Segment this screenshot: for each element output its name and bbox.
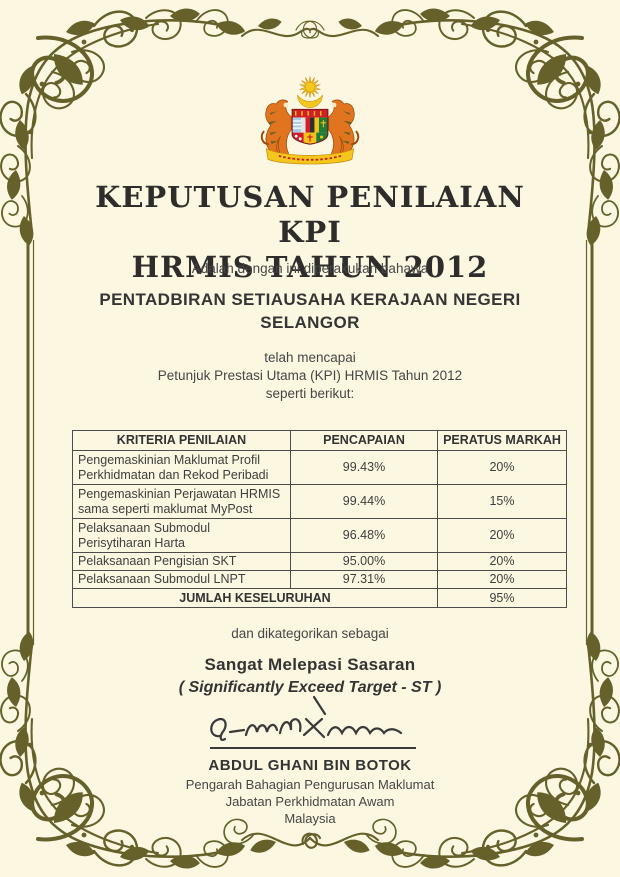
recipient-line-1: PENTADBIRAN SETIAUSAHA KERAJAAN NEGERI bbox=[99, 290, 521, 309]
weight-cell: 15% bbox=[437, 484, 567, 519]
category-name: Sangat Melepasi Sasaran bbox=[204, 655, 416, 674]
table-row: Pelaksanaan Submodul LNPT 97.31% 20% bbox=[72, 570, 567, 589]
certificate-title: KEPUTUSAN PENILAIAN KPI HRMIS TAHUN 2012 bbox=[62, 180, 558, 285]
title-line-2: HRMIS TAHUN 2012 bbox=[131, 250, 489, 284]
signature-line bbox=[210, 747, 416, 749]
as-follows-text: seperti berikut: bbox=[265, 386, 355, 401]
recipient-name: PENTADBIRAN SETIAUSAHA KERAJAAN NEGERI S… bbox=[62, 288, 558, 334]
table-header-row: KRITERIA PENILAIAN PENCAPAIAN PERATUS MA… bbox=[72, 430, 567, 451]
malaysia-coat-of-arms-icon bbox=[260, 76, 360, 165]
category-name-english: ( Significantly Exceed Target - ST ) bbox=[178, 679, 442, 696]
weight-cell: 20% bbox=[437, 518, 567, 553]
criteria-cell: Pelaksanaan Pengisian SKT bbox=[72, 552, 291, 571]
signatory-name: ABDUL GHANI BIN BOTOK bbox=[208, 757, 412, 774]
achievement-cell: 95.00% bbox=[290, 552, 438, 571]
weight-cell: 20% bbox=[437, 450, 567, 485]
categorized-as-text: dan dikategorikan sebagai bbox=[231, 626, 389, 641]
criteria-cell: Pengemaskinian Maklumat Profil Perkhidma… bbox=[72, 450, 291, 485]
achieved-text: telah mencapai bbox=[264, 350, 356, 365]
header-pencapaian: PENCAPAIAN bbox=[290, 430, 438, 451]
table-row: Pengemaskinian Perjawatan HRMIS sama sep… bbox=[72, 484, 567, 519]
achievement-cell: 99.43% bbox=[290, 450, 438, 485]
total-label-cell: JUMLAH KESELURUHAN bbox=[72, 588, 438, 608]
signatory-block: ABDUL GHANI BIN BOTOK Pengarah Bahagian … bbox=[62, 756, 558, 827]
achievement-cell: 99.44% bbox=[290, 484, 438, 519]
criteria-cell: Pengemaskinian Perjawatan HRMIS sama sep… bbox=[72, 484, 291, 519]
weight-cell: 20% bbox=[437, 570, 567, 589]
criteria-cell: Pelaksanaan Submodul LNPT bbox=[72, 570, 291, 589]
total-value-cell: 95% bbox=[437, 588, 567, 608]
signatory-title-2: Jabatan Perkhidmatan Awam bbox=[225, 794, 395, 809]
achievement-cell: 97.31% bbox=[290, 570, 438, 589]
title-line-1: KEPUTUSAN PENILAIAN KPI bbox=[95, 180, 525, 249]
kpi-name-text: Petunjuk Prestasi Utama (KPI) HRMIS Tahu… bbox=[157, 368, 463, 383]
certify-text: Adalah dengan ini diperakukan bahawa bbox=[191, 261, 429, 276]
kpi-results-table: KRITERIA PENILAIAN PENCAPAIAN PERATUS MA… bbox=[72, 430, 567, 608]
achievement-statement: telah mencapai Petunjuk Prestasi Utama (… bbox=[62, 349, 558, 403]
weight-cell: 20% bbox=[437, 552, 567, 571]
criteria-cell: Pelaksanaan Submodul Perisytiharan Harta bbox=[72, 518, 291, 553]
header-peratus: PERATUS MARKAH bbox=[437, 430, 567, 451]
table-row: Pelaksanaan Submodul Perisytiharan Harta… bbox=[72, 518, 567, 553]
table-row: Pengemaskinian Maklumat Profil Perkhidma… bbox=[72, 450, 567, 485]
signature-scribble bbox=[210, 695, 403, 741]
header-kriteria: KRITERIA PENILAIAN bbox=[72, 430, 291, 451]
recipient-line-2: SELANGOR bbox=[260, 313, 360, 332]
table-total-row: JUMLAH KESELURUHAN 95% bbox=[72, 588, 567, 608]
achievement-cell: 96.48% bbox=[290, 518, 438, 553]
signatory-title-1: Pengarah Bahagian Pengurusan Maklumat bbox=[185, 777, 435, 792]
signatory-title-3: Malaysia bbox=[284, 811, 336, 826]
table-row: Pelaksanaan Pengisian SKT 95.00% 20% bbox=[72, 552, 567, 571]
